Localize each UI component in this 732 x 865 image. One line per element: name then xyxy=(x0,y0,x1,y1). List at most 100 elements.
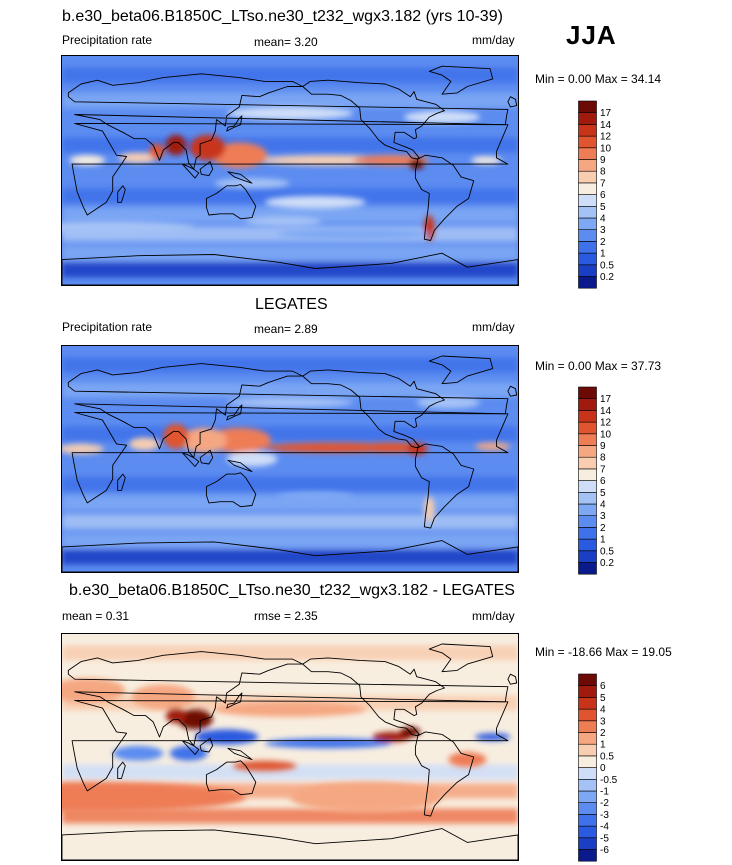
coastline xyxy=(117,761,126,779)
colorbar-tick-label: 9 xyxy=(600,441,606,452)
colorbar-tick-label: 10 xyxy=(600,429,612,440)
colorbar-tick-label: 4 xyxy=(600,500,606,511)
map-canvas xyxy=(62,346,518,572)
colorbar-tick-label: -3 xyxy=(600,810,609,821)
colorbar-tick-label: 0.5 xyxy=(600,546,614,557)
coastline xyxy=(62,828,518,860)
precip-feature xyxy=(62,443,104,454)
colorbar-swatch xyxy=(578,445,597,458)
colorbar-tick-label: 7 xyxy=(600,464,606,475)
coastline xyxy=(414,154,475,241)
colorbar-swatch xyxy=(578,468,597,481)
colorbar-tick-label: 6 xyxy=(600,681,606,692)
panel-1-min-max: Min = 0.00 Max = 34.14 xyxy=(535,72,662,86)
colorbar-swatch xyxy=(578,386,597,399)
colorbar-tick-label: 3 xyxy=(600,225,606,236)
colorbar-swatch xyxy=(578,755,597,768)
precip-feature xyxy=(474,442,511,451)
colorbar-tick-label: 14 xyxy=(600,406,612,417)
colorbar-swatch xyxy=(578,814,597,827)
colorbar-tick-label: 0.5 xyxy=(600,260,614,271)
season-label: JJA xyxy=(566,20,617,50)
coastline xyxy=(428,355,494,385)
precip-feature xyxy=(177,709,213,730)
coastline xyxy=(302,657,445,737)
panel-3-mean: mean = 0.31 xyxy=(62,609,130,623)
coastline xyxy=(67,651,509,747)
model-colorbar: 0.2 0.5 1 2 3 4 5 6 7 8 9 10 12 14 17 xyxy=(578,100,638,292)
colorbar-swatch xyxy=(578,229,597,242)
panel-3-units: mm/day xyxy=(472,609,515,623)
precip-feature xyxy=(214,701,366,717)
coastline xyxy=(227,747,253,761)
precip-feature xyxy=(424,496,435,522)
colorbar-tick-label: -6 xyxy=(600,845,609,856)
colorbar-swatch xyxy=(578,527,597,540)
colorbar-tick-label: -1 xyxy=(600,787,609,798)
precip-feature xyxy=(290,782,442,813)
coastline xyxy=(227,459,253,473)
colorbar-tick-label: 9 xyxy=(600,155,606,166)
map-canvas xyxy=(62,56,518,285)
precip-feature xyxy=(474,733,511,741)
panel-1-left-label: Precipitation rate xyxy=(62,33,153,47)
colorbar-tick-label: 6 xyxy=(600,190,606,201)
panel-2-title: LEGATES xyxy=(255,296,328,313)
colorbar-tick-label: 3 xyxy=(600,511,606,522)
coastline xyxy=(428,65,494,95)
precip-feature xyxy=(226,451,278,467)
colorbar-tick-label: 3 xyxy=(600,716,606,727)
coastline xyxy=(62,540,518,572)
colorbar-swatch xyxy=(578,410,597,423)
coastline xyxy=(302,79,445,160)
colorbar-swatch xyxy=(578,685,597,698)
coastline xyxy=(414,731,475,817)
colorbar-tick-label: 12 xyxy=(600,132,612,143)
colorbar-swatch xyxy=(578,743,597,757)
precip-feature xyxy=(264,738,392,749)
colorbar-swatch xyxy=(578,112,597,125)
coastline xyxy=(428,643,494,673)
colorbar-tick-label: -5 xyxy=(600,833,609,844)
precip-feature xyxy=(211,142,268,168)
colorbar-swatch xyxy=(578,550,597,563)
colorbar-swatch xyxy=(578,673,597,686)
precip-feature xyxy=(149,143,165,160)
coastline xyxy=(199,449,214,465)
colorbar-tick-label: 0 xyxy=(600,763,606,774)
difference-colorbar: -6 -5 -4 -3 -2 -1 -0.5 0 0.5 1 2 3 4 5 6 xyxy=(578,673,638,865)
colorbar-tick-label: 6 xyxy=(600,476,606,487)
coastline xyxy=(507,96,518,108)
colorbar-swatch xyxy=(578,825,597,839)
colorbar-swatch xyxy=(578,480,597,493)
precip-feature xyxy=(226,106,354,120)
coastline xyxy=(117,185,126,203)
colorbar-tick-label: 5 xyxy=(600,488,606,499)
precip-feature xyxy=(277,229,430,240)
colorbar-swatch xyxy=(578,732,597,745)
colorbar-swatch xyxy=(578,264,597,277)
colorbar-swatch xyxy=(578,503,597,516)
colorbar-tick-label: 1 xyxy=(600,740,606,751)
precip-feature xyxy=(119,152,157,163)
map-canvas xyxy=(62,634,518,860)
coastline xyxy=(227,171,253,184)
colorbar-swatch xyxy=(578,124,597,137)
precip-feature xyxy=(163,423,189,449)
coastline xyxy=(226,404,243,421)
precip-feature xyxy=(62,782,246,813)
colorbar-swatch xyxy=(578,849,597,862)
colorbar-tick-label: 10 xyxy=(600,143,612,154)
colorbar-swatch xyxy=(578,456,597,470)
precip-feature xyxy=(165,708,187,724)
colorbar-swatch xyxy=(578,100,597,113)
colorbar-swatch xyxy=(578,276,597,289)
colorbar-tick-label: 5 xyxy=(600,202,606,213)
colorbar-tick-label: 4 xyxy=(600,214,606,225)
colorbar-swatch xyxy=(578,241,597,254)
colorbar-swatch xyxy=(578,562,597,575)
colorbar-tick-label: 14 xyxy=(600,120,612,131)
coastline xyxy=(199,161,214,177)
